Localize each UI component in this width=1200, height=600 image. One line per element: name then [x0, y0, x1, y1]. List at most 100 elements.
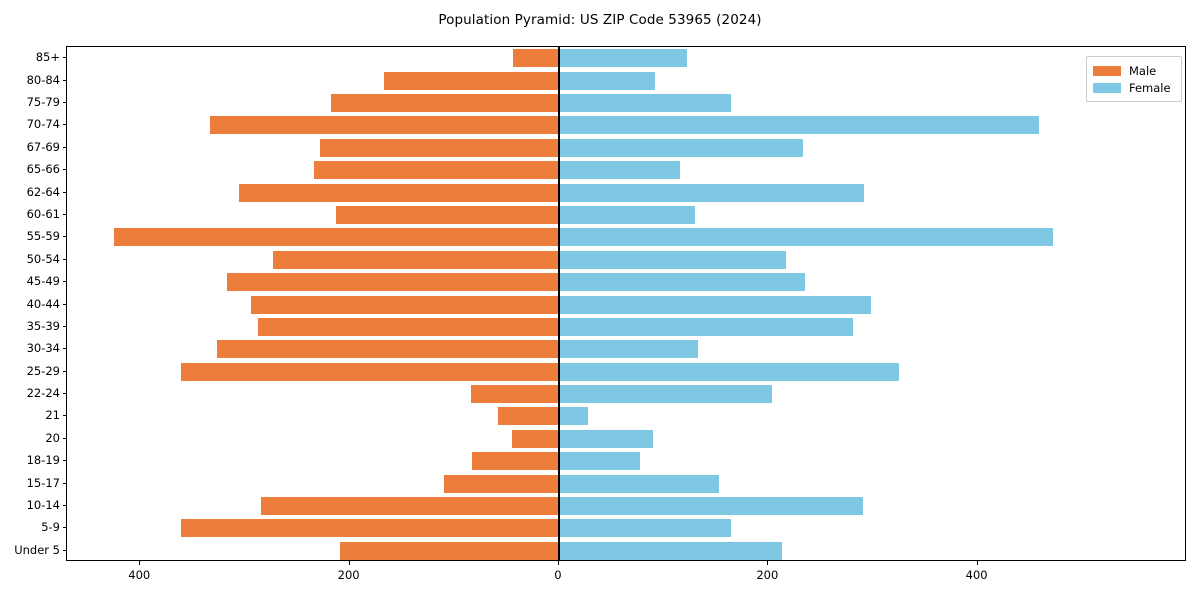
plot-area: [66, 46, 1186, 561]
y-axis-tick-label: 21: [45, 408, 60, 423]
bar-female: [558, 429, 654, 448]
y-axis-tick: [62, 169, 66, 171]
y-axis-tick-label: 10-14: [26, 498, 60, 513]
y-axis-tick: [62, 348, 66, 350]
bar-female: [558, 93, 731, 112]
x-axis-tick: [557, 561, 559, 565]
x-axis-tick-label: 200: [756, 568, 779, 582]
bar-male: [227, 273, 559, 292]
y-axis-tick: [62, 101, 66, 103]
bars-layer: [67, 47, 1185, 560]
bar-male: [181, 519, 559, 538]
x-axis-tick-label: 400: [965, 568, 988, 582]
y-axis-tick-label: 18-19: [26, 453, 60, 468]
y-axis-tick: [62, 527, 66, 529]
bar-male: [330, 93, 559, 112]
y-axis-tick-label: 62-64: [26, 184, 60, 199]
bar-female: [558, 407, 589, 426]
legend-item[interactable]: Female: [1093, 79, 1175, 96]
y-axis-tick: [62, 415, 66, 417]
bar-female: [558, 385, 773, 404]
bar-female: [558, 340, 699, 359]
bar-male: [443, 474, 559, 493]
bar-female: [558, 183, 864, 202]
chart-legend: Male Female: [1086, 56, 1182, 102]
bar-male: [471, 385, 559, 404]
x-axis-tick-label: 400: [128, 568, 151, 582]
y-axis-tick: [62, 437, 66, 439]
y-axis-tick: [62, 79, 66, 81]
y-axis-tick: [62, 213, 66, 215]
bar-male: [511, 429, 559, 448]
y-axis-tick-label: Under 5: [14, 542, 60, 557]
y-axis-tick: [62, 370, 66, 372]
x-axis-tick-label: 0: [554, 568, 562, 582]
bar-female: [558, 161, 681, 180]
y-axis-tick: [62, 460, 66, 462]
bar-female: [558, 519, 731, 538]
legend-label: Male: [1129, 63, 1157, 78]
x-axis-tick: [976, 561, 978, 565]
bar-male: [472, 452, 559, 471]
y-axis-tick-label: 35-39: [26, 318, 60, 333]
y-axis-tick-label: 5-9: [41, 520, 60, 535]
x-axis-tick-label: 200: [337, 568, 360, 582]
bar-male: [238, 183, 559, 202]
bar-female: [558, 250, 787, 269]
y-axis-tick: [62, 191, 66, 193]
bar-male: [257, 317, 559, 336]
bar-female: [558, 452, 640, 471]
zero-axis-line: [558, 47, 560, 560]
y-axis-tick: [62, 124, 66, 126]
bar-female: [558, 317, 854, 336]
legend-label: Female: [1129, 80, 1171, 95]
bar-female: [558, 138, 803, 157]
y-axis-tick-label: 67-69: [26, 139, 60, 154]
legend-swatch: [1093, 65, 1121, 76]
y-axis-tick-label: 22-24: [26, 386, 60, 401]
bar-male: [314, 161, 559, 180]
bar-male: [273, 250, 559, 269]
bar-male: [340, 541, 559, 560]
bar-female: [558, 497, 863, 516]
chart-title: Population Pyramid: US ZIP Code 53965 (2…: [438, 12, 762, 28]
legend-item[interactable]: Male: [1093, 62, 1175, 79]
bar-female: [558, 228, 1053, 247]
bar-male: [498, 407, 559, 426]
y-axis-tick-label: 65-66: [26, 162, 60, 177]
bar-male: [251, 295, 559, 314]
bar-male: [210, 116, 559, 135]
y-axis-tick: [62, 505, 66, 507]
y-axis-tick-label: 85+: [35, 50, 60, 65]
y-axis-tick-label: 55-59: [26, 229, 60, 244]
bar-male: [320, 138, 559, 157]
y-axis-tick-label: 60-61: [26, 206, 60, 221]
y-axis-tick-label: 40-44: [26, 296, 60, 311]
bar-female: [558, 116, 1040, 135]
y-axis-tick: [62, 281, 66, 283]
y-axis-tick-label: 70-74: [26, 117, 60, 132]
y-axis-tick-label: 80-84: [26, 72, 60, 87]
y-axis-tick: [62, 57, 66, 59]
y-axis-tick: [62, 303, 66, 305]
x-axis-tick: [767, 561, 769, 565]
x-axis-tick: [348, 561, 350, 565]
bar-female: [558, 273, 805, 292]
bar-female: [558, 71, 656, 90]
y-axis-tick-label: 75-79: [26, 94, 60, 109]
bar-female: [558, 49, 687, 68]
bar-female: [558, 205, 696, 224]
y-axis-tick: [62, 258, 66, 260]
x-axis-tick: [139, 561, 141, 565]
bar-male: [384, 71, 559, 90]
y-axis-tick-label: 30-34: [26, 341, 60, 356]
y-axis-tick: [62, 549, 66, 551]
legend-swatch: [1093, 82, 1121, 93]
y-axis-tick-label: 20: [45, 430, 60, 445]
y-axis-tick-label: 45-49: [26, 274, 60, 289]
bar-male: [512, 49, 559, 68]
bar-female: [558, 362, 900, 381]
bar-female: [558, 474, 720, 493]
bar-female: [558, 541, 782, 560]
